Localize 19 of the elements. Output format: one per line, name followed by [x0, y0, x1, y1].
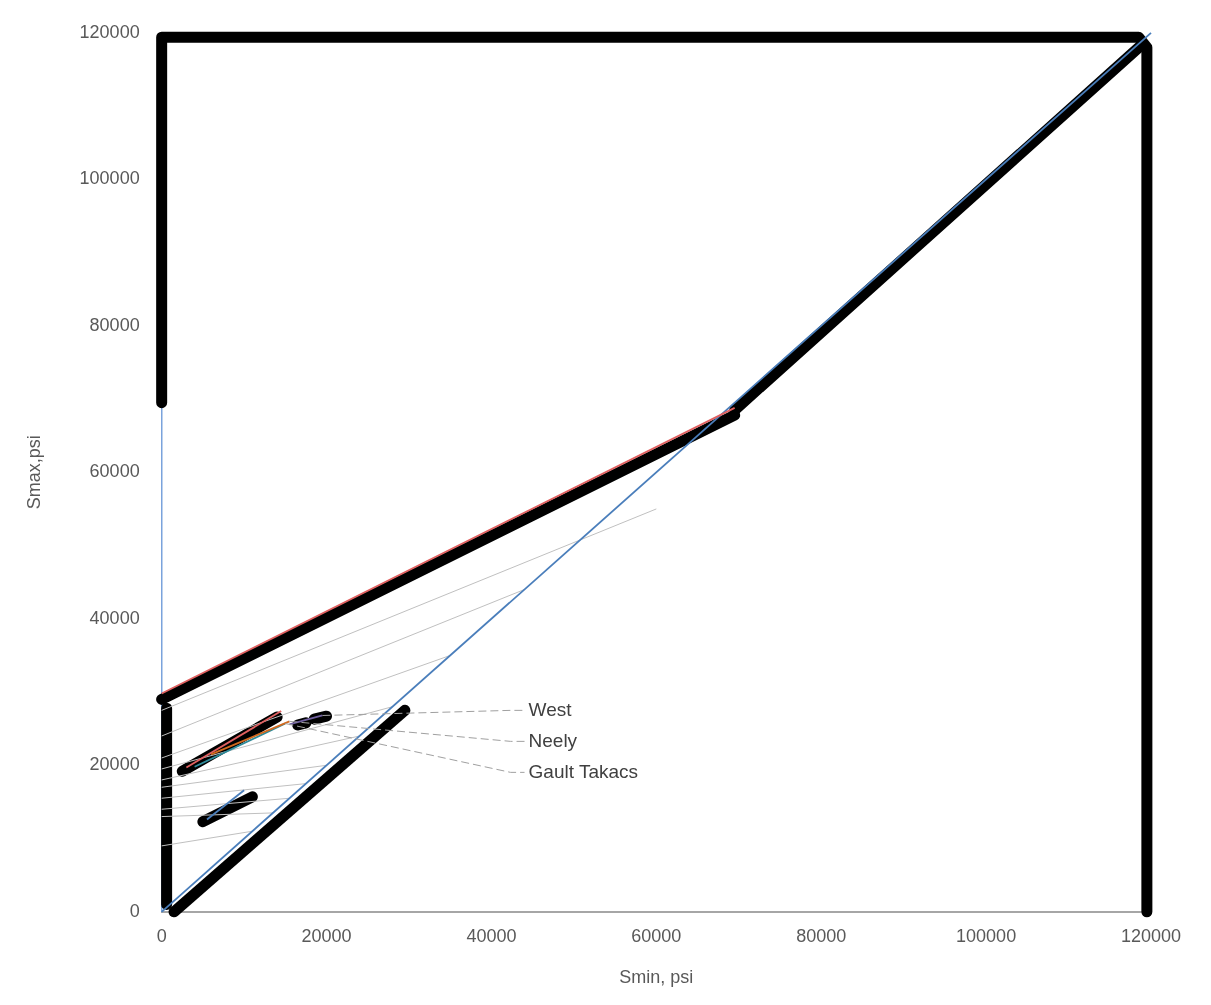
- x-tick-label: 0: [156, 925, 167, 946]
- annotation: West: [528, 698, 573, 720]
- y-tick-label: 100000: [79, 168, 140, 189]
- y-tick-label: 20000: [89, 754, 140, 775]
- x-tick-label: 80000: [796, 925, 847, 946]
- y-tick-label: 60000: [89, 461, 140, 482]
- annotation: Gault Takacs: [528, 760, 639, 782]
- x-tick-label: 20000: [301, 925, 352, 946]
- y-tick-label: 120000: [79, 21, 140, 42]
- y-tick-label: 80000: [89, 314, 140, 335]
- x-tick-label: 40000: [466, 925, 517, 946]
- y-tick-label: 40000: [89, 607, 140, 628]
- x-tick-label: 100000: [956, 925, 1017, 946]
- annotation: Neely: [528, 729, 578, 751]
- x-tick-label: 120000: [1120, 925, 1182, 946]
- x-axis-title: Smin, psi: [619, 967, 694, 988]
- y-tick-label: 0: [129, 900, 140, 921]
- x-tick-label: 60000: [631, 925, 682, 946]
- y-axis-title: Smax,psi: [23, 435, 44, 510]
